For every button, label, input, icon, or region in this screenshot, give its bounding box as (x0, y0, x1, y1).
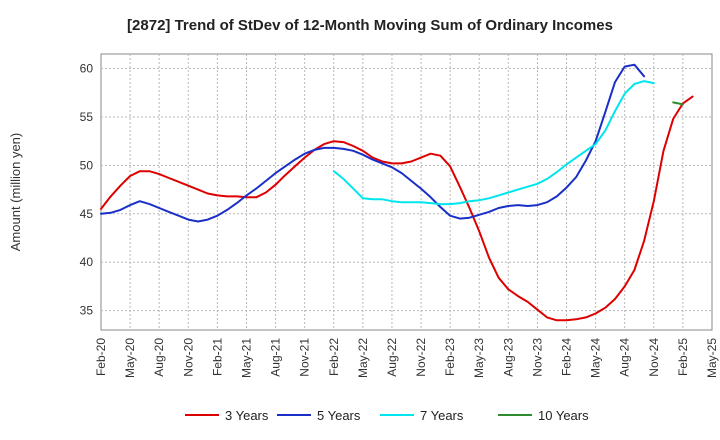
x-tick-label: Feb-25 (676, 338, 690, 376)
y-tick-label: 55 (80, 110, 94, 124)
x-tick-label: Aug-23 (501, 338, 515, 377)
axis-ticks: 35 40 45 50 55 60 Feb-20 May-20 Aug-20 Nov-20 Feb-… (80, 62, 719, 378)
x-tick-label: Feb-22 (327, 338, 341, 376)
x-tick-label: May-22 (356, 338, 370, 378)
x-tick-label: Nov-20 (181, 338, 195, 377)
x-tick-label: Nov-21 (298, 338, 312, 377)
x-tick-label: Aug-21 (269, 338, 283, 377)
legend-label: 7 Years (420, 408, 464, 423)
x-tick-label: Nov-24 (647, 338, 661, 377)
y-tick-label: 35 (80, 304, 94, 318)
series-line-10-years (672, 101, 684, 106)
x-tick-label: Feb-20 (94, 338, 108, 376)
legend: 3 Years 5 Years 7 Years 10 Years (185, 408, 589, 423)
y-tick-label: 60 (80, 62, 94, 76)
chart-title: [2872] Trend of StDev of 12-Month Moving… (127, 17, 613, 34)
series-line-7-years (332, 80, 655, 206)
y-axis-label: Amount (million yen) (8, 133, 23, 252)
x-tick-label: Nov-22 (414, 338, 428, 377)
y-tick-label: 40 (80, 255, 94, 269)
legend-label: 5 Years (317, 408, 361, 423)
legend-label: 10 Years (538, 408, 589, 423)
series-lines (100, 63, 694, 322)
x-tick-label: Aug-20 (152, 338, 166, 377)
x-tick-label: Nov-23 (530, 338, 544, 377)
x-tick-label: May-21 (239, 338, 253, 378)
x-tick-label: May-20 (123, 338, 137, 378)
series-line-3-years (100, 95, 694, 322)
x-tick-label: Feb-21 (210, 338, 224, 376)
y-tick-label: 50 (80, 158, 94, 172)
x-tick-label: Feb-24 (560, 338, 574, 376)
x-tick-label: May-24 (589, 338, 603, 378)
y-tick-label: 45 (80, 207, 94, 221)
series-line-5-years (100, 63, 646, 223)
x-tick-label: May-23 (472, 338, 486, 378)
x-tick-label: May-25 (705, 338, 719, 378)
legend-label: 3 Years (225, 408, 269, 423)
grid-lines (101, 54, 712, 330)
plot-area (100, 53, 713, 331)
x-tick-label: Aug-24 (618, 338, 632, 377)
x-tick-label: Feb-23 (443, 338, 457, 376)
x-tick-label: Aug-22 (385, 338, 399, 377)
